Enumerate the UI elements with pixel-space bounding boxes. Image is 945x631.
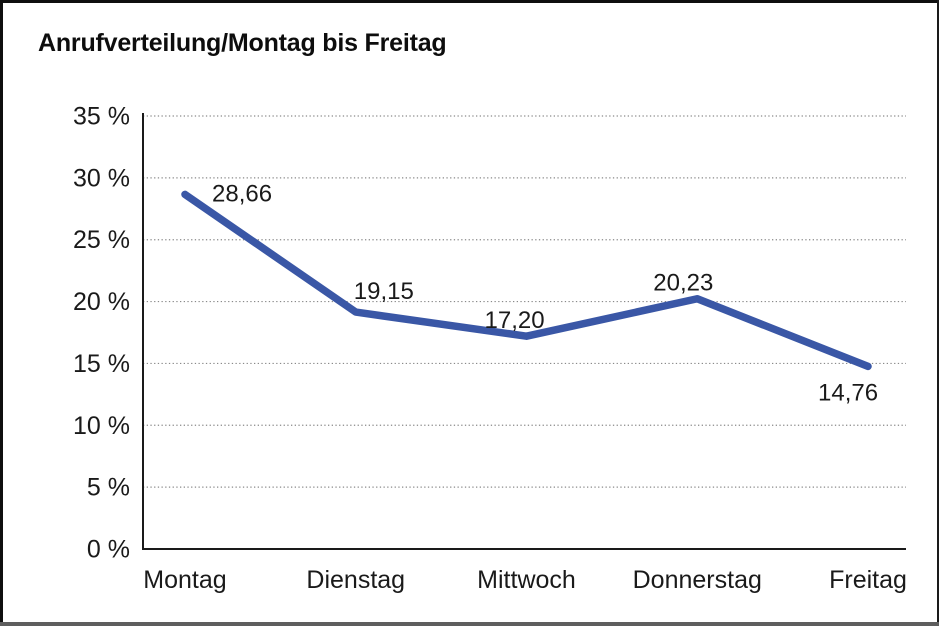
y-tick-label: 5 % (87, 474, 130, 502)
y-tick-label: 25 % (73, 226, 130, 254)
y-tick-label: 15 % (73, 350, 130, 378)
point-value-label: 28,66 (212, 180, 272, 207)
x-category-label: Mittwoch (477, 566, 576, 594)
x-category-label: Dienstag (306, 566, 405, 594)
y-tick-label: 35 % (73, 103, 130, 131)
y-tick-label: 20 % (73, 288, 130, 316)
x-category-label: Freitag (829, 566, 907, 594)
data-polyline (181, 190, 872, 371)
frame-border-right (937, 0, 939, 626)
point-value-label: 17,20 (485, 307, 545, 334)
x-category-label: Montag (143, 566, 226, 594)
y-tick-label: 0 % (87, 536, 130, 564)
chart-title: Anrufverteilung/Montag bis Freitag (38, 29, 447, 57)
point-value-label: 19,15 (354, 278, 414, 305)
x-category-label: Donnerstag (633, 566, 762, 594)
y-tick-label: 30 % (73, 164, 130, 192)
y-tick-label: 10 % (73, 412, 130, 440)
frame-border-top (0, 0, 939, 3)
point-value-label: 20,23 (653, 270, 713, 297)
point-value-label: 14,76 (818, 379, 878, 406)
frame-border-left (0, 0, 3, 626)
frame-border-bottom (0, 622, 939, 626)
